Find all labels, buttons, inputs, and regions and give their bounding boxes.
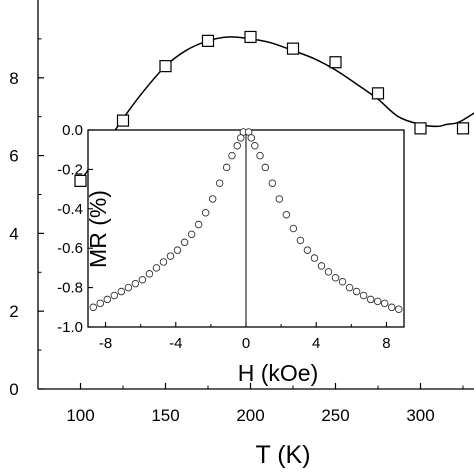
inset-data-point	[201, 208, 210, 217]
inset-x-tick-label: 0	[242, 335, 250, 352]
inset-plot: 0.0 -0.2 -0.4 -0.6 -0.8 -1.0 -8 -4 0 4 8 H (kOe) MR …	[57, 122, 405, 386]
main-y-tick-label: 2	[9, 302, 18, 321]
main-data-point	[159, 60, 172, 73]
inset-data-point	[124, 283, 133, 292]
inset-x-tick-label: -8	[99, 335, 112, 352]
inset-data-point	[117, 287, 126, 296]
inset-data-point	[194, 220, 203, 229]
main-data-point	[201, 34, 215, 47]
inset-data-point	[103, 295, 112, 304]
inset-data-point	[366, 295, 375, 304]
main-y-tick-label: 6	[9, 147, 18, 166]
inset-data-point	[166, 252, 175, 260]
inset-data-point	[289, 224, 298, 233]
inset-data-point	[380, 299, 389, 308]
main-x-tick-label: 250	[321, 406, 349, 425]
main-data-point	[286, 42, 300, 55]
inset-data-point	[96, 299, 105, 308]
inset-data-point	[373, 297, 382, 306]
inset-x-tick-label: 8	[382, 335, 390, 352]
inset-data-point	[159, 258, 168, 266]
inset-data-point	[256, 151, 264, 160]
inset-y-axis-title: MR (%)	[85, 190, 111, 268]
inset-data-point	[352, 287, 361, 296]
main-fit-curve	[79, 36, 474, 182]
inset-data-point	[282, 210, 291, 219]
inset-data-point	[215, 179, 224, 187]
inset-data-point	[275, 195, 284, 203]
inset-data-point	[145, 270, 154, 278]
inset-data-point	[152, 264, 161, 272]
main-y-tick-label: 8	[9, 69, 18, 88]
inset-data-point	[303, 246, 312, 254]
inset-data-point	[296, 236, 305, 245]
inset-data-point	[110, 291, 119, 300]
inset-data-point	[310, 254, 319, 262]
inset-y-tick-label: -0.2	[57, 161, 83, 178]
main-data-point	[329, 56, 342, 69]
main-data-point	[456, 122, 470, 135]
main-data-point	[244, 30, 257, 44]
inset-y-tick-label: -1.0	[57, 319, 83, 336]
inset-data-point	[233, 142, 241, 150]
inset-x-axis-title: H (kOe)	[238, 360, 319, 386]
main-y-tick-label: 0	[9, 380, 18, 399]
inset-data-point	[138, 275, 147, 284]
main-data-point	[371, 87, 385, 100]
inset-x-tick-label: 4	[312, 335, 320, 352]
inset-y-tick-label: -0.4	[57, 201, 83, 218]
inset-data-point	[228, 151, 236, 160]
inset-y-tick-label: -0.8	[57, 280, 83, 297]
main-data-point	[116, 114, 130, 127]
inset-data-point	[268, 179, 277, 187]
inset-data-point	[317, 262, 326, 270]
inset-data-point	[173, 246, 182, 254]
main-x-tick-label: 150	[151, 406, 179, 425]
main-plot: 0 2 4 6 8 100 150 200 250 300 T (K)	[9, 0, 474, 469]
main-x-tick-label: 300	[406, 406, 434, 425]
inset-data-point	[359, 291, 368, 300]
inset-data-point	[247, 134, 256, 142]
inset-y-tick-label: 0.0	[62, 122, 83, 139]
inset-data-point	[208, 195, 217, 203]
inset-data-point	[331, 274, 340, 282]
main-x-tick-label: 100	[66, 406, 94, 425]
main-x-tick-label: 200	[236, 406, 264, 425]
inset-data-point	[338, 277, 347, 286]
inset-data-point	[89, 303, 98, 312]
main-x-axis-title: T (K)	[255, 441, 310, 469]
inset-data-point	[394, 305, 403, 314]
inset-data-point	[251, 142, 259, 150]
main-y-tick-label: 4	[9, 224, 18, 243]
inset-y-tick-label: -0.6	[57, 240, 83, 257]
inset-data-point	[324, 268, 333, 276]
inset-data-point	[180, 238, 189, 247]
inset-x-tick-label: -4	[169, 335, 182, 352]
main-data-point	[414, 122, 427, 135]
inset-data-point	[187, 230, 196, 239]
inset-data-point	[222, 163, 231, 172]
inset-data-point	[387, 303, 396, 312]
inset-data-point	[345, 283, 354, 292]
inset-data-point	[261, 163, 270, 172]
inset-data-point	[131, 279, 140, 288]
main-data-point	[74, 174, 87, 187]
